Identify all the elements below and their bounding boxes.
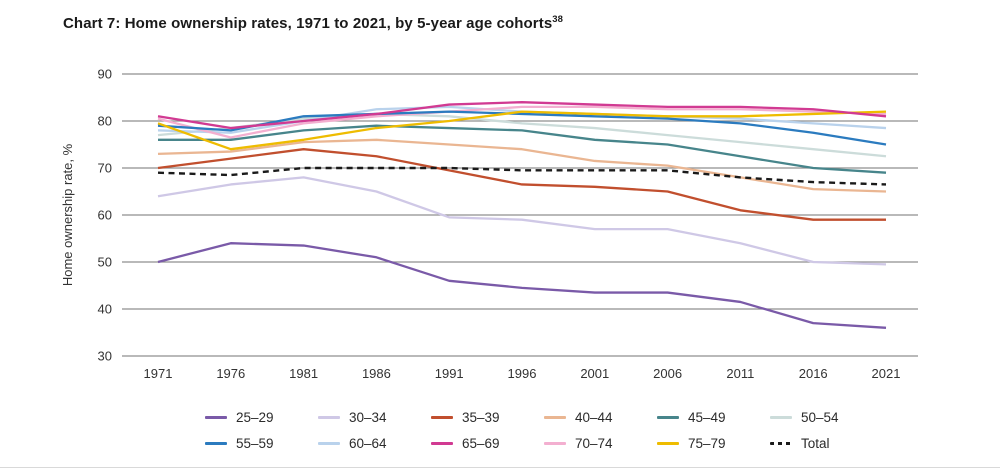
legend-label-65–69: 65–69 [462, 435, 500, 451]
legend-label-30–34: 30–34 [349, 409, 387, 425]
x-tick-label-2001: 2001 [580, 366, 609, 381]
legend-item-65–69: 65–69 [431, 436, 544, 451]
y-tick-label-40: 40 [98, 302, 112, 317]
legend-item-70–74: 70–74 [544, 436, 657, 451]
legend-label-55–59: 55–59 [236, 435, 274, 451]
y-tick-labels: 90 80 70 60 50 40 30 [98, 67, 112, 364]
series-line-70–74 [157, 105, 887, 139]
legend-label-50–54: 50–54 [801, 409, 839, 425]
legend-item-25–29: 25–29 [205, 410, 318, 425]
chart-title-text: Chart 7: Home ownership rates, 1971 to 2… [63, 15, 553, 32]
x-tick-label-2016: 2016 [799, 366, 828, 381]
legend-item-50–54: 50–54 [770, 410, 883, 425]
legend-swatch-60–64 [318, 441, 340, 445]
y-tick-label-30: 30 [98, 349, 112, 364]
legend-item-Total: Total [770, 436, 883, 451]
legend-item-75–79: 75–79 [657, 436, 770, 451]
legend-swatch-70–74 [544, 441, 566, 445]
x-tick-label-1996: 1996 [508, 366, 537, 381]
series-line-35–39 [157, 148, 886, 221]
legend-item-60–64: 60–64 [318, 436, 431, 451]
x-tick-labels: 1971 1976 1981 1986 1991 1996 2001 2006 2011 2016… [144, 366, 901, 381]
x-tick-label-1976: 1976 [216, 366, 245, 381]
chart-title: Chart 7: Home ownership rates, 1971 to 2… [63, 14, 563, 32]
legend-row-2: 55–59 60–64 65–69 70–74 75–79 Total [205, 430, 883, 456]
chart-canvas: Home ownership rate, % 90 80 70 60 50 40 30 19… [60, 67, 918, 381]
legend-item-45–49: 45–49 [657, 410, 770, 425]
legend-label-45–49: 45–49 [688, 409, 726, 425]
x-tick-label-1991: 1991 [435, 366, 464, 381]
y-tick-label-90: 90 [98, 67, 112, 82]
legend-item-35–39: 35–39 [431, 410, 544, 425]
series-lines [157, 101, 887, 329]
y-tick-label-60: 60 [98, 208, 112, 223]
y-tick-label-50: 50 [98, 255, 112, 270]
legend-swatch-55–59 [205, 441, 227, 445]
legend-swatch-65–69 [431, 441, 453, 445]
legend-swatch-35–39 [431, 415, 453, 419]
legend-item-40–44: 40–44 [544, 410, 657, 425]
legend-swatch-30–34 [318, 415, 340, 419]
legend-swatch-40–44 [544, 415, 566, 419]
legend-item-30–34: 30–34 [318, 410, 431, 425]
series-line-25–29 [157, 242, 887, 329]
y-tick-label-70: 70 [98, 161, 112, 176]
x-tick-label-2021: 2021 [872, 366, 901, 381]
legend-swatch-25–29 [205, 415, 227, 419]
y-tick-label-80: 80 [98, 114, 112, 129]
legend-item-55–59: 55–59 [205, 436, 318, 451]
legend-label-25–29: 25–29 [236, 409, 274, 425]
legend-label-Total: Total [801, 435, 830, 451]
series-line-55–59 [157, 110, 887, 146]
title-footnote-ref: 38 [552, 14, 564, 25]
legend-label-75–79: 75–79 [688, 435, 726, 451]
legend-swatch-50–54 [770, 415, 792, 419]
x-tick-label-1971: 1971 [144, 366, 173, 381]
series-line-65–69 [157, 101, 887, 130]
legend-swatch-45–49 [657, 415, 679, 419]
x-tick-label-1986: 1986 [362, 366, 391, 381]
x-tick-label-1981: 1981 [289, 366, 318, 381]
x-tick-label-2006: 2006 [653, 366, 682, 381]
legend-label-60–64: 60–64 [349, 435, 387, 451]
legend-label-35–39: 35–39 [462, 409, 500, 425]
gridline-group [122, 73, 918, 357]
x-tick-label-2011: 2011 [726, 366, 754, 381]
series-line-40–44 [157, 138, 887, 193]
y-axis-title: Home ownership rate, % [60, 143, 75, 286]
chart-legend: 25–29 30–34 35–39 40–44 45–49 50–54 55–59 60–6… [205, 404, 883, 456]
legend-row-1: 25–29 30–34 35–39 40–44 45–49 50–54 [205, 404, 883, 430]
legend-swatch-Total [770, 441, 792, 445]
series-line-75–79 [157, 110, 887, 151]
series-line-30–34 [157, 176, 887, 266]
legend-label-70–74: 70–74 [575, 435, 613, 451]
legend-label-40–44: 40–44 [575, 409, 613, 425]
legend-swatch-75–79 [657, 441, 679, 445]
series-line-45–49 [158, 124, 887, 174]
